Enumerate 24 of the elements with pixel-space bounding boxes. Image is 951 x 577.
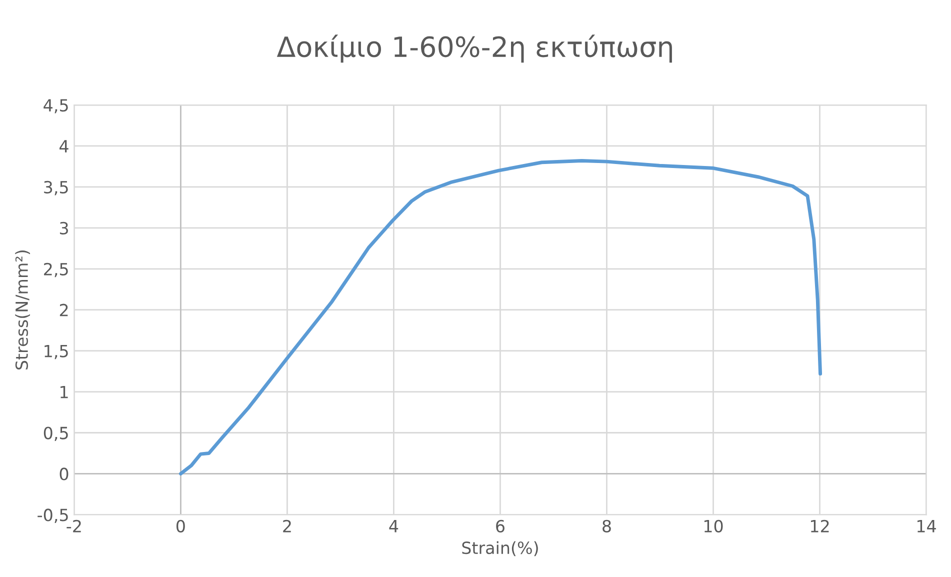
y-tick-label: 3,5 xyxy=(44,180,68,196)
y-tick-label: 4 xyxy=(60,140,68,152)
x-tick-label: 2 xyxy=(283,520,291,532)
y-tick-label: 3 xyxy=(60,222,68,234)
x-tick-label: 10 xyxy=(704,520,723,532)
chart-title: Δοκίμιο 1-60%-2η εκτύπωση xyxy=(276,34,672,63)
x-tick-label: 12 xyxy=(810,520,829,532)
y-tick-label: -0,5 xyxy=(38,508,68,523)
x-tick-label: 6 xyxy=(496,520,504,532)
y-tick-label: 2 xyxy=(60,304,68,316)
x-tick-label: 14 xyxy=(918,520,936,532)
y-tick-label: 0,5 xyxy=(44,426,68,442)
y-tick-label: 2,5 xyxy=(44,262,68,278)
x-axis-title: Strain(%) xyxy=(462,541,538,556)
y-tick-label: 0 xyxy=(60,468,68,480)
x-tick-label: -2 xyxy=(66,520,81,532)
y-tick-label: 1 xyxy=(60,386,68,398)
x-tick-label: 8 xyxy=(602,520,611,532)
x-tick-label: 4 xyxy=(389,520,398,532)
line-series xyxy=(178,158,822,476)
x-tick-label: 0 xyxy=(176,520,185,532)
y-axis-title: Stress(N/mm²) xyxy=(15,250,30,370)
y-tick-label: 1,5 xyxy=(44,344,68,360)
y-tick-label: 4,5 xyxy=(44,99,68,114)
